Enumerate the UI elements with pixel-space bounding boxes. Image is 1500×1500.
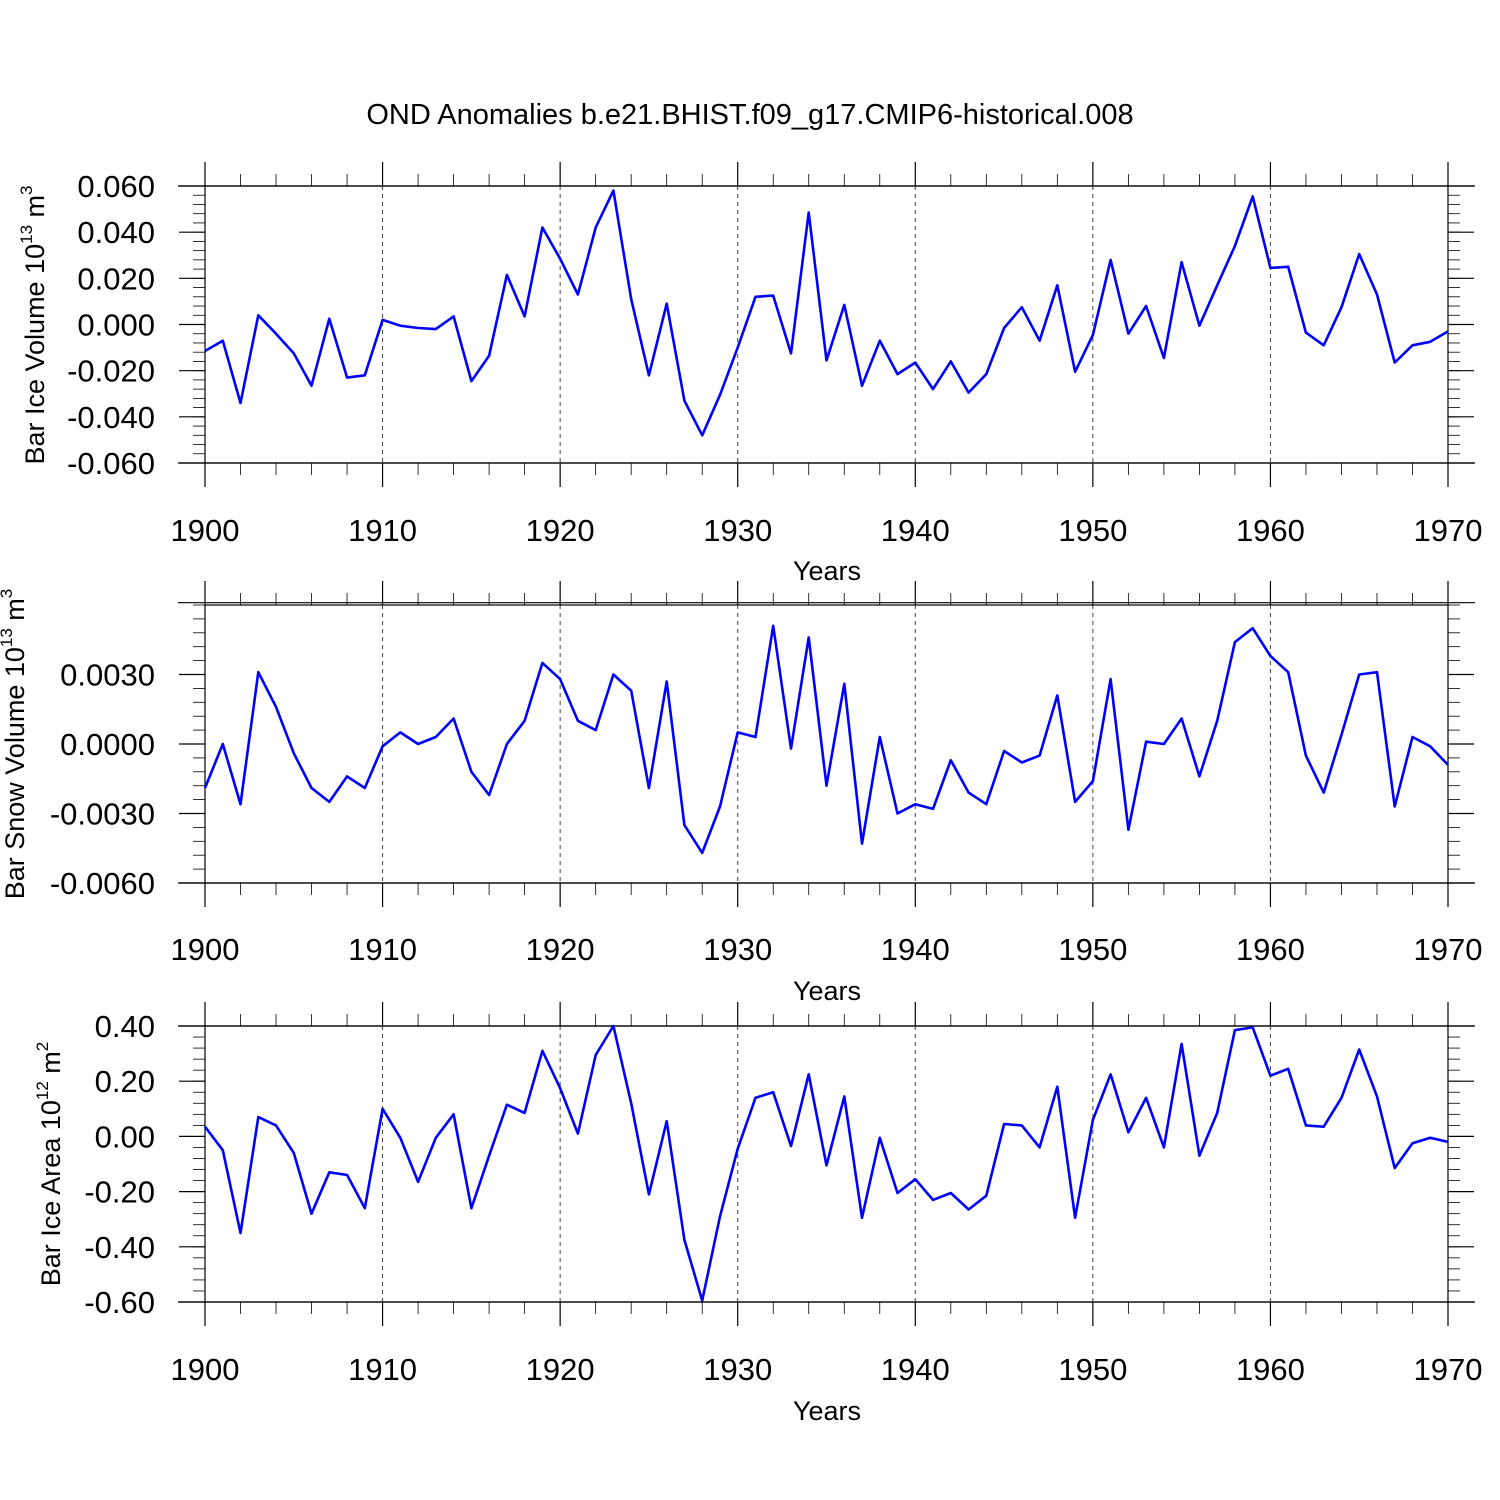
y-tick-label: -0.40 [84, 1230, 155, 1265]
y-tick-label: -0.020 [67, 354, 155, 389]
x-axis-label: Years [793, 1396, 861, 1426]
y-tick-label: 0.20 [95, 1064, 155, 1099]
y-tick-label: -0.060 [67, 446, 155, 481]
y-tick-label: -0.0060 [50, 866, 155, 901]
x-tick-label: 1910 [348, 932, 417, 967]
x-tick-label: 1910 [348, 1352, 417, 1387]
y-tick-label: -0.60 [84, 1285, 155, 1320]
x-tick-label: 1930 [703, 513, 772, 548]
x-tick-label: 1930 [703, 932, 772, 967]
x-tick-label: 1950 [1058, 932, 1127, 967]
series-line [203, 1024, 1449, 1302]
x-tick-label: 1950 [1058, 513, 1127, 548]
x-tick-label: 1970 [1414, 932, 1483, 967]
x-tick-label: 1960 [1236, 513, 1305, 548]
y-axis-label: Bar Snow Volume 1013 m3 [0, 589, 30, 900]
panel-snow-volume: 1900 1910 1920 1930 1940 1950 1960 1970 0.0030 0.… [0, 581, 1482, 1006]
y-tick-label: -0.040 [67, 400, 155, 435]
y-tick-label: 0.000 [77, 308, 155, 343]
series-line [204, 189, 1449, 437]
y-tick-label: -0.0030 [50, 797, 155, 832]
x-tick-label: 1900 [171, 932, 240, 967]
x-tick-label: 1920 [526, 513, 595, 548]
plot-frame [204, 604, 1449, 884]
x-tick-label: 1970 [1414, 513, 1483, 548]
x-tick-label: 1970 [1414, 1352, 1483, 1387]
y-tick-label: 0.040 [77, 215, 155, 250]
y-tick-label: 0.0000 [60, 727, 155, 762]
x-tick-label: 1940 [881, 1352, 950, 1387]
x-axis-label: Years [793, 556, 861, 586]
x-tick-label: 1950 [1058, 1352, 1127, 1387]
y-axis-label: Bar Ice Area 1012 m2 [33, 1042, 66, 1287]
x-axis-label: Years [793, 976, 861, 1006]
figure-title: OND Anomalies b.e21.BHIST.f09_g17.CMIP6-… [366, 99, 1133, 131]
panel-ice-area: 1900 1910 1920 1930 1940 1950 1960 1970 0.40 0.20… [33, 1002, 1482, 1426]
y-tick-label: 0.00 [95, 1119, 155, 1154]
y-tick-label: 0.060 [77, 169, 155, 204]
y-tick-label: -0.20 [84, 1175, 155, 1210]
x-tick-label: 1900 [171, 1352, 240, 1387]
panel-ice-volume: 1900 1910 1920 1930 1940 1950 1960 1970 0.060 0.0… [17, 162, 1482, 586]
x-tick-label: 1940 [881, 513, 950, 548]
x-tick-label: 1930 [703, 1352, 772, 1387]
x-tick-label: 1960 [1236, 932, 1305, 967]
x-tick-label: 1960 [1236, 1352, 1305, 1387]
y-tick-label: 0.40 [95, 1009, 155, 1044]
y-tick-label: 0.020 [77, 261, 155, 296]
x-tick-label: 1940 [881, 932, 950, 967]
series-line [203, 624, 1449, 855]
x-tick-label: 1900 [171, 513, 240, 548]
x-tick-label: 1920 [526, 932, 595, 967]
x-tick-label: 1910 [348, 513, 417, 548]
x-tick-label: 1920 [526, 1352, 595, 1387]
y-axis-label: Bar Ice Volume 1013 m3 [17, 185, 50, 464]
y-tick-label: 0.0030 [60, 658, 155, 693]
